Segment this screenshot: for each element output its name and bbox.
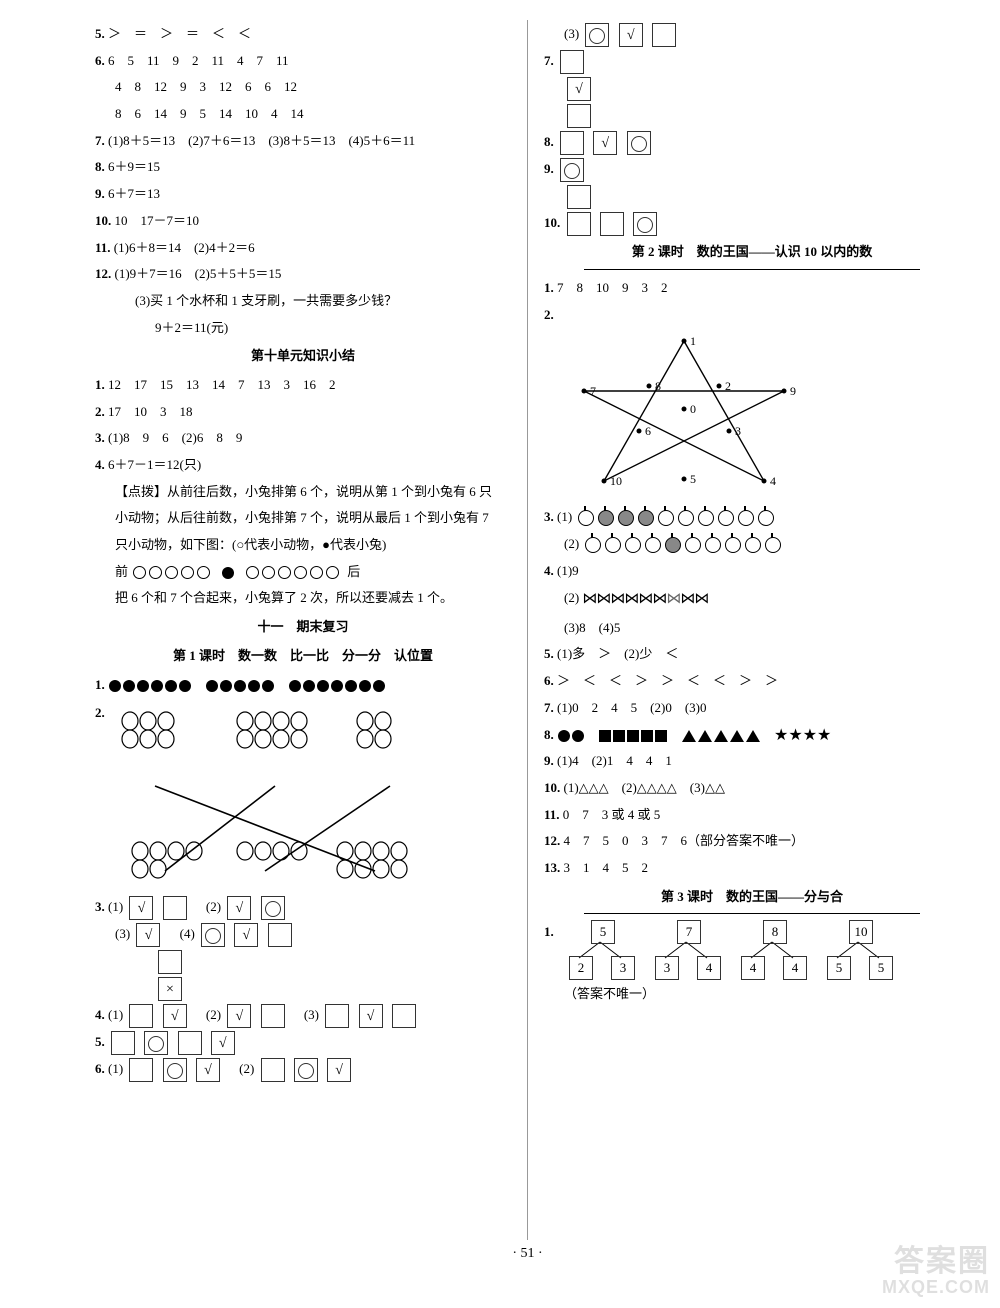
- q9-ans: 6＋7＝13: [108, 186, 160, 201]
- q12b: (3)买 1 个水杯和 1 支牙刷，一共需要多少钱？: [135, 293, 397, 308]
- tree-note: （答案不唯一）: [564, 986, 655, 1001]
- watermark: 答案圈 MXQE.COM: [882, 1245, 990, 1298]
- l2-1: 7 8 10 9 3 2: [557, 280, 668, 295]
- q11-ans: (1)6＋8＝14 (2)4＋2＝6: [114, 240, 255, 255]
- tip3: 只小动物，如下图：(○代表小动物，●代表小兔): [115, 537, 386, 552]
- l2-4-3: (3)8 (4)5: [564, 620, 620, 635]
- l2-11: 0 7 3 或 4 或 5: [563, 807, 661, 822]
- svg-text:10: 10: [610, 474, 622, 488]
- u10-l2: 2.: [95, 404, 108, 419]
- l2-9: (1)4 (2)1 4 4 1: [557, 753, 672, 768]
- l2-8: 8. ★★★★: [544, 723, 960, 748]
- label-10: 10.: [95, 213, 115, 228]
- svg-text:1: 1: [690, 334, 696, 348]
- match-svg: [95, 701, 475, 891]
- l2-7: (1)0 2 4 5 (2)0 (3)0: [557, 700, 706, 715]
- q6b-row: 6. (1) (2): [95, 1057, 511, 1082]
- l2-10: (1)△△△ (2)△△△△ (3)△△: [564, 780, 725, 795]
- l2-3-2: (2): [564, 532, 960, 557]
- q5b-row: 5.: [95, 1030, 511, 1055]
- tip4-back: 后: [347, 564, 360, 579]
- q3-row1: 3. (1) (2): [95, 895, 511, 920]
- q6-r2: 4 8 12 9 3 12 6 6 12: [115, 79, 297, 94]
- q3-extra2: [155, 976, 511, 1001]
- q1-dots: 1.: [95, 673, 511, 698]
- tip2: 小动物；从后往前数，小兔排第 7 个，说明从最后 1 个到小兔有 7: [115, 510, 489, 525]
- q5-ans: ＞ ＝ ＞ ＝ ＜ ＜: [108, 26, 251, 41]
- u10-l3: 3.: [95, 430, 108, 445]
- l2-3-1: 3. (1): [544, 505, 960, 530]
- lesson2-underline: [584, 269, 920, 270]
- u10-2: 17 10 3 18: [108, 404, 193, 419]
- u10-3: (1)8 9 6 (2)6 8 9: [108, 430, 242, 445]
- svg-text:5: 5: [690, 472, 696, 486]
- lesson3-title: 第 3 课时 数的王国——分与合: [544, 885, 960, 910]
- right-column: (3) 7. 8. 9. 10. 第 2 课时 数的王国——认识 10 以内的数…: [534, 20, 970, 1240]
- label-9: 9.: [95, 186, 108, 201]
- lesson3-underline: [584, 913, 920, 914]
- trees-row: 1. 5237348441055: [544, 920, 960, 980]
- l2-5: (1)多 ＞ (2)少 ＜: [557, 646, 678, 661]
- lesson2-title: 第 2 课时 数的王国——认识 10 以内的数: [544, 240, 960, 265]
- star-figure: 1 9 4 10 7 8 2 0 6 3 5: [554, 331, 814, 501]
- svg-text:2: 2: [725, 379, 731, 393]
- label-11: 11.: [95, 240, 114, 255]
- q6-r3: 8 6 14 9 5 14 10 4 14: [115, 106, 304, 121]
- svg-text:4: 4: [770, 474, 776, 488]
- svg-text:7: 7: [590, 384, 596, 398]
- q12c: 9＋2＝11(元): [155, 320, 228, 335]
- l2-4-2: (2) ⋈⋈⋈⋈⋈⋈⋈⋈⋈: [564, 585, 960, 614]
- r9-row: 9.: [544, 157, 960, 182]
- q12a: (1)9＋7＝16 (2)5＋5＋5＝15: [115, 266, 282, 281]
- q6-r1: 6 5 11 9 2 11 4 7 11: [108, 53, 289, 68]
- q3-extra1: [155, 949, 511, 974]
- left-column: 5. ＞ ＝ ＞ ＝ ＜ ＜ 6. 6 5 11 9 2 11 4 7 11 4…: [85, 20, 521, 1240]
- tip5: 把 6 个和 7 个合起来，小兔算了 2 次，所以还要减去 1 个。: [115, 590, 453, 605]
- q3-row2: (3) (4): [115, 922, 511, 947]
- r3-row: (3): [564, 22, 960, 47]
- u10-l4: 4.: [95, 457, 108, 472]
- label-8: 8.: [95, 159, 108, 174]
- r7-row: 7.: [544, 49, 960, 74]
- q10-ans: 10 17－7＝10: [115, 213, 200, 228]
- page-number: · 51 ·: [85, 1246, 970, 1262]
- sec11-title: 十一 期末复习: [95, 615, 511, 640]
- q8-ans: 6＋9＝15: [108, 159, 160, 174]
- lesson1-title: 第 1 课时 数一数 比一比 分一分 认位置: [95, 644, 511, 669]
- column-divider: [527, 20, 528, 1240]
- svg-text:0: 0: [690, 402, 696, 416]
- svg-text:8: 8: [655, 379, 661, 393]
- svg-text:9: 9: [790, 384, 796, 398]
- l2-6: ＞ ＜ ＜ ＞ ＞ ＜ ＜ ＞ ＞: [557, 673, 778, 688]
- tip4-front: 前: [115, 564, 128, 579]
- svg-text:6: 6: [645, 424, 651, 438]
- u10-4: 6＋7－1＝12(只): [108, 457, 201, 472]
- q7-ans: (1)8＋5＝13 (2)7＋6＝13 (3)8＋5＝13 (4)5＋6＝11: [108, 133, 415, 148]
- l2-13: 3 1 4 5 2: [564, 860, 649, 875]
- u10-l1: 1.: [95, 377, 108, 392]
- u10-1: 12 17 15 13 14 7 13 3 16 2: [108, 377, 336, 392]
- svg-text:3: 3: [735, 424, 741, 438]
- label-12: 12.: [95, 266, 115, 281]
- q2-match: 2.: [95, 701, 511, 891]
- tip4-row: 前 后: [115, 560, 511, 585]
- label-7: 7.: [95, 133, 108, 148]
- q4-row: 4. (1) (2) (3): [95, 1003, 511, 1028]
- unit10-title: 第十单元知识小结: [95, 344, 511, 369]
- r8-row: 8.: [544, 130, 960, 155]
- r10-row: 10.: [544, 211, 960, 236]
- tip1: 【点拨】从前往后数，小兔排第 6 个，说明从第 1 个到小兔有 6 只: [115, 484, 492, 499]
- l2-4-1: (1)9: [557, 563, 579, 578]
- label-6: 6.: [95, 53, 108, 68]
- l2-12: 4 7 5 0 3 7 6（部分答案不唯一）: [564, 833, 805, 848]
- label-5: 5.: [95, 26, 108, 41]
